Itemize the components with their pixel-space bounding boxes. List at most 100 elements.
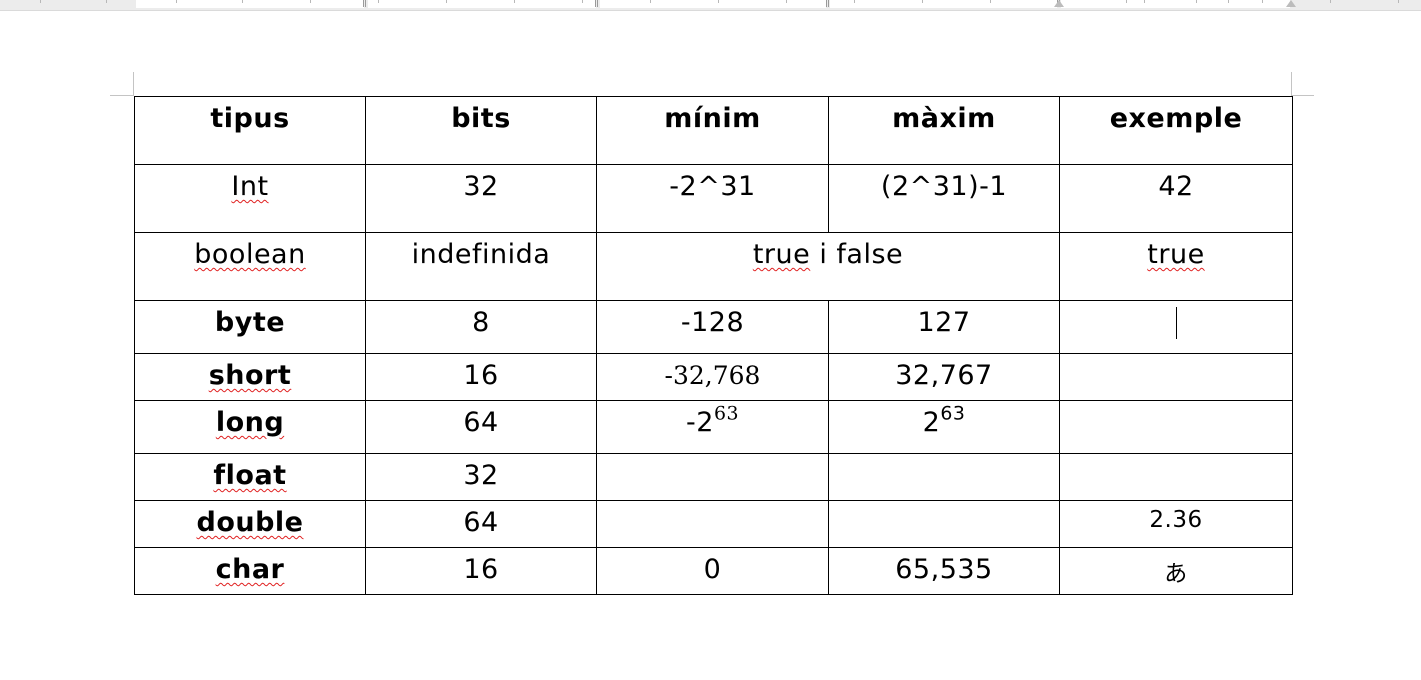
table-row: char 16 0 65,535 あ — [134, 547, 1293, 595]
table-cell[interactable]: 42 — [1059, 164, 1293, 233]
table-cell[interactable] — [1059, 300, 1293, 354]
ruler-column-segment — [1061, 0, 1290, 8]
table-cell[interactable]: 263 — [828, 400, 1060, 454]
type-name: short — [135, 354, 365, 391]
bits-value: 8 — [472, 307, 490, 338]
bits-value: indefinida — [411, 239, 551, 270]
table-cell[interactable]: bits — [365, 96, 597, 165]
table-cell[interactable]: 16 — [365, 353, 597, 401]
ruler-column-marker[interactable] — [363, 0, 366, 7]
table-cell[interactable]: 64 — [365, 400, 597, 454]
table-row: short 16 -32,768 32,767 — [134, 353, 1293, 401]
example-value: true — [1147, 239, 1205, 270]
header-minim: mínim — [664, 103, 761, 134]
table-cell[interactable]: boolean — [134, 232, 366, 301]
crop-mark — [1291, 72, 1292, 96]
table-cell[interactable]: -128 — [596, 300, 829, 354]
bits-value: 16 — [463, 360, 499, 391]
crop-mark — [133, 72, 134, 96]
header-bits: bits — [451, 103, 511, 134]
min-exponent: 63 — [713, 402, 739, 425]
bits-value: 32 — [463, 460, 499, 491]
type-name: long — [135, 401, 365, 438]
text-cursor — [1175, 307, 1177, 339]
ruler-right-indent-marker[interactable] — [1286, 0, 1296, 7]
table-cell[interactable]: あ — [1059, 547, 1293, 595]
merged-range-cell[interactable]: true i false — [596, 232, 1060, 301]
table-cell[interactable]: 64 — [365, 500, 597, 548]
table-cell[interactable]: 8 — [365, 300, 597, 354]
range-rest: i false — [810, 239, 904, 270]
table-cell[interactable]: byte — [134, 300, 366, 354]
table-cell[interactable]: -2^31 — [596, 164, 829, 233]
max-value: 65,535 — [895, 554, 993, 585]
table-cell[interactable]: indefinida — [365, 232, 597, 301]
ruler-column-segment — [136, 0, 364, 8]
table-cell[interactable]: 32,767 — [828, 353, 1060, 401]
table-cell[interactable]: 2.36 — [1059, 500, 1293, 548]
table-cell[interactable]: 16 — [365, 547, 597, 595]
ruler-column-marker[interactable] — [826, 0, 829, 7]
table-cell[interactable]: 32 — [365, 164, 597, 233]
table-cell[interactable]: mínim — [596, 96, 829, 165]
example-value — [1060, 454, 1292, 460]
min-value: -2^31 — [669, 171, 756, 202]
bits-value: 64 — [463, 407, 499, 438]
table-cell[interactable] — [596, 453, 829, 501]
min-value: -128 — [680, 307, 745, 338]
table-cell[interactable]: exemple — [1059, 96, 1293, 165]
ruler-column-segment — [600, 0, 826, 8]
table-cell[interactable]: 0 — [596, 547, 829, 595]
table-cell[interactable]: 127 — [828, 300, 1060, 354]
table-cell[interactable] — [1059, 353, 1293, 401]
min-base: -2 — [686, 407, 714, 438]
max-base: 2 — [922, 407, 941, 438]
min-value: 0 — [703, 554, 722, 585]
header-exemple: exemple — [1109, 103, 1243, 134]
table-cell[interactable]: Int — [134, 164, 366, 233]
table-cell[interactable]: double — [134, 500, 366, 548]
ruler-column-marker[interactable] — [595, 0, 598, 7]
type-name-text: long — [215, 407, 285, 438]
max-exponent: 63 — [940, 402, 966, 425]
table-cell[interactable]: (2^31)-1 — [828, 164, 1060, 233]
table-cell[interactable]: short — [134, 353, 366, 401]
min-value — [597, 454, 828, 460]
table-cell[interactable] — [828, 500, 1060, 548]
example-value: 42 — [1158, 171, 1194, 202]
table-cell[interactable] — [1059, 400, 1293, 454]
table-cell[interactable]: true — [1059, 232, 1293, 301]
max-value: (2^31)-1 — [880, 171, 1008, 202]
table-cell[interactable]: -263 — [596, 400, 829, 454]
type-name: byte — [214, 307, 286, 338]
table-cell[interactable]: tipus — [134, 96, 366, 165]
table-header-row: tipus bits mínim màxim exemple — [134, 96, 1293, 165]
header-maxim: màxim — [892, 103, 996, 134]
table-row: Int 32 -2^31 (2^31)-1 42 — [134, 164, 1293, 233]
table-cell[interactable]: 65,535 — [828, 547, 1060, 595]
example-value: あ — [1164, 561, 1188, 587]
table-row: boolean indefinida true i false true — [134, 232, 1293, 301]
type-name: double — [135, 501, 365, 538]
type-name: Int — [231, 171, 269, 202]
table-cell[interactable] — [596, 500, 829, 548]
min-value-text: -32,768 — [664, 361, 761, 390]
min-value: -32,768 — [597, 354, 828, 391]
table-cell[interactable] — [828, 453, 1060, 501]
table-cell[interactable]: float — [134, 453, 366, 501]
table-row: double 64 2.36 — [134, 500, 1293, 548]
example-value — [1060, 354, 1292, 360]
ruler-indent-marker[interactable] — [1054, 0, 1064, 7]
table-cell[interactable]: màxim — [828, 96, 1060, 165]
horizontal-ruler[interactable] — [0, 0, 1421, 11]
range-value: true i false — [597, 233, 1059, 270]
table-cell[interactable]: long — [134, 400, 366, 454]
table-cell[interactable]: 32 — [365, 453, 597, 501]
table-cell[interactable]: char — [134, 547, 366, 595]
table-cell[interactable] — [1059, 453, 1293, 501]
data-types-table[interactable]: tipus bits mínim màxim exemple Int 32 -2… — [134, 96, 1293, 595]
table-row: long 64 -263 263 — [134, 400, 1293, 454]
bits-value: 16 — [463, 554, 499, 585]
table-cell[interactable]: -32,768 — [596, 353, 829, 401]
range-true-word: true — [752, 239, 811, 270]
